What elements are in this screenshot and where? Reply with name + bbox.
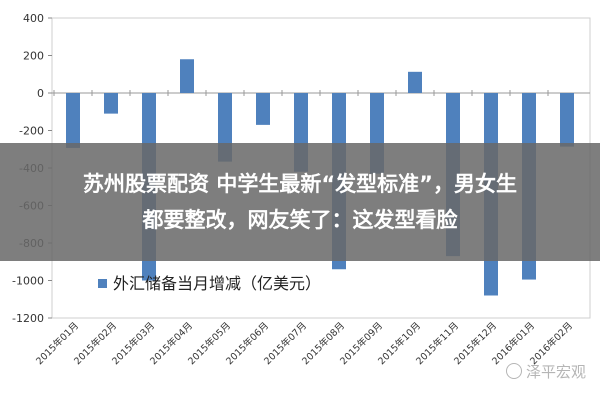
bar [104,93,118,114]
legend: 外汇储备当月增减（亿美元） [98,274,321,293]
bar [256,93,270,125]
watermark-icon [505,363,522,379]
y-tick-label: 400 [23,12,44,25]
bar [66,93,80,148]
headline-line-2: 都要整改，网友笑了：这发型看脸 [142,208,458,232]
y-tick-label: 0 [37,87,44,100]
y-tick-label: -1200 [12,312,44,325]
bar [560,93,574,147]
x-axis-labels: 2015年01月2015年02月2015年03月2015年04月2015年05月… [34,320,576,368]
headline-line-1: 苏州股票配资 中学生最新“发型标准”，男女生 [83,172,517,196]
legend-swatch [98,279,107,288]
watermark: 泽平宏观 [505,361,586,382]
bar [408,71,422,93]
headline-banner: 苏州股票配资 中学生最新“发型标准”，男女生 都要整改，网友笑了：这发型看脸 [0,143,600,261]
bar [180,59,194,93]
y-tick-label: -1000 [12,275,44,288]
y-tick-label: -200 [19,125,44,138]
legend-label: 外汇储备当月增减（亿美元） [113,274,321,293]
watermark-text: 泽平宏观 [525,363,586,381]
y-tick-label: 200 [23,50,44,63]
